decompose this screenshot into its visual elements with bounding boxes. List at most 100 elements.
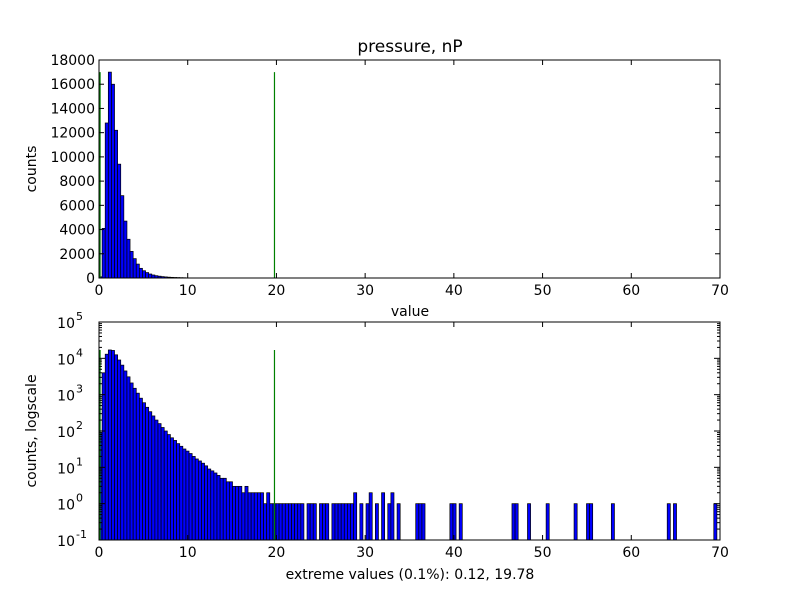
- top-bar: [114, 129, 118, 279]
- bottom-bar: [126, 376, 131, 541]
- bottom-bar: [666, 503, 671, 541]
- bottom-bar: [253, 492, 258, 541]
- bottom-bar: [117, 359, 122, 541]
- top-y-axis-label: counts: [24, 146, 40, 193]
- top-bar: [135, 263, 140, 279]
- bottom-y-tick-label: 10 2: [57, 419, 83, 441]
- bottom-bar: [589, 503, 594, 541]
- bottom-bar: [309, 503, 314, 541]
- top-ticks: 0 10 20 30 40 50 60 70 0 2000 4000 6000 8000 10000 120…: [50, 53, 728, 299]
- top-y-tick-label: 12000: [50, 126, 95, 142]
- top-bar: [145, 272, 150, 279]
- bottom-bar: [374, 503, 379, 541]
- top-x-tick-label: 30: [356, 283, 374, 299]
- bottom-x-tick-label: 20: [268, 545, 286, 561]
- bottom-bar: [294, 503, 299, 541]
- bottom-bar: [269, 503, 274, 541]
- bottom-bar: [514, 503, 519, 541]
- bottom-bar: [232, 485, 236, 541]
- bottom-bar: [213, 472, 218, 541]
- bottom-y-tick-base: 10: [57, 389, 75, 405]
- bottom-bar: [198, 460, 202, 541]
- top-threshold-lines: [99, 72, 276, 278]
- bottom-x-tick-label: 50: [534, 545, 552, 561]
- top-bar: [139, 267, 143, 279]
- top-x-axis-label: value: [391, 304, 429, 320]
- bottom-bar: [288, 503, 292, 541]
- bottom-bar: [322, 503, 327, 541]
- bottom-bar: [300, 503, 305, 541]
- top-y-tick-label: 0: [86, 271, 95, 287]
- top-bar: [123, 220, 128, 279]
- top-histogram: pressure, nP 0 10 20 30 40 50 60 70 0 2000 4000 600…: [24, 37, 729, 320]
- bottom-y-tick-base: 10: [57, 352, 75, 368]
- bottom-y-tick-base: 10: [57, 461, 75, 477]
- bottom-bar: [396, 503, 401, 541]
- bottom-y-tick-base: 10: [57, 316, 75, 332]
- bottom-bar: [527, 503, 531, 541]
- bottom-bar: [573, 503, 578, 541]
- bottom-bar: [145, 406, 150, 541]
- bottom-bar: [235, 485, 240, 541]
- top-x-tick-label: 0: [95, 283, 104, 299]
- bottom-bar: [185, 450, 190, 541]
- bottom-y-tick-exponent: -1: [76, 528, 87, 541]
- bottom-bar: [244, 485, 249, 541]
- bottom-bar: [368, 492, 373, 541]
- bottom-y-tick-label: 10 3: [57, 383, 83, 405]
- bottom-x-tick-label: 10: [179, 545, 197, 561]
- top-bar: [101, 227, 106, 279]
- top-bar: [142, 270, 146, 279]
- bottom-bar: [387, 503, 392, 541]
- bottom-x-tick-label: 0: [95, 545, 104, 561]
- bottom-bar: [210, 470, 215, 541]
- bottom-bar: [107, 349, 112, 541]
- bottom-bar: [325, 503, 330, 541]
- bottom-bar: [545, 503, 550, 541]
- bottom-bar: [350, 503, 354, 541]
- bottom-bar: [170, 437, 174, 541]
- bottom-bar: [353, 492, 358, 541]
- top-y-tick-label: 8000: [59, 174, 95, 190]
- bottom-plot-frame: [98, 321, 721, 541]
- top-y-tick-label: 18000: [50, 53, 95, 69]
- bottom-y-axis-label: counts, logscale: [24, 374, 40, 487]
- bottom-y-tick-label: 10 4: [57, 346, 83, 368]
- top-x-tick-label: 10: [179, 283, 197, 299]
- bottom-bar: [263, 503, 268, 541]
- bottom-bar: [610, 503, 615, 541]
- bottom-x-tick-label: 60: [622, 545, 640, 561]
- bottom-bar: [673, 503, 677, 541]
- bottom-bar: [312, 503, 317, 541]
- top-y-tick-label: 4000: [59, 223, 95, 239]
- bottom-bar: [120, 364, 125, 541]
- bottom-bar: [291, 503, 295, 541]
- bottom-bar: [132, 387, 137, 541]
- bottom-bar: [284, 503, 289, 541]
- bottom-bar: [225, 481, 230, 541]
- bottom-y-tick-exponent: 4: [76, 346, 83, 359]
- bottom-x-tick-label: 30: [356, 545, 374, 561]
- bottom-bar: [319, 503, 323, 541]
- bottom-bar: [139, 397, 143, 541]
- bottom-bar: [260, 492, 264, 541]
- top-y-tick-label: 16000: [50, 77, 95, 93]
- bottom-y-tick-exponent: 3: [76, 383, 83, 396]
- bottom-bar: [207, 468, 212, 541]
- bottom-bar: [191, 456, 196, 541]
- bottom-y-tick-label: 10 -1: [57, 528, 87, 550]
- bottom-bar: [331, 503, 336, 541]
- top-bar: [126, 238, 131, 279]
- bottom-bar: [247, 492, 252, 541]
- bottom-bar: [458, 503, 463, 541]
- bottom-bar: [297, 503, 302, 541]
- bottom-x-axis-label: extreme values (0.1%): 0.12, 19.78: [286, 567, 535, 583]
- bottom-bar: [241, 492, 246, 541]
- bottom-bar: [238, 485, 243, 541]
- bottom-bar: [182, 448, 187, 541]
- top-x-tick-label: 50: [534, 283, 552, 299]
- bottom-bar: [281, 503, 286, 541]
- bottom-bar: [266, 492, 271, 541]
